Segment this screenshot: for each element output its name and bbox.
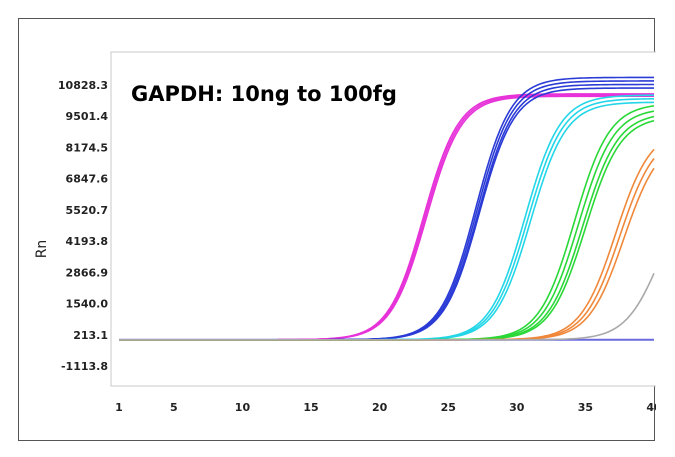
x-tick-labels: 1510152025303540	[115, 401, 656, 414]
x-tick-label: 1	[115, 401, 123, 414]
y-tick-labels: 10828.3 9501.4 8174.5 6847.6 5520.7 4193.8 286…	[58, 79, 108, 373]
y-tick-label: 213.1	[73, 329, 108, 342]
x-tick-label: 25	[441, 401, 456, 414]
chart-title: GAPDH: 10ng to 100fg	[131, 82, 397, 106]
y-tick-label: 4193.8	[66, 235, 108, 248]
x-tick-label: 20	[372, 401, 388, 414]
x-tick-label: 30	[509, 401, 525, 414]
y-axis-label: Rn	[34, 240, 50, 259]
chart-svg: 10828.3 9501.4 8174.5 6847.6 5520.7 4193.8 286…	[34, 51, 656, 414]
chart-frame: 10828.3 9501.4 8174.5 6847.6 5520.7 4193.8 286…	[18, 18, 656, 441]
y-tick-label: 6847.6	[66, 173, 109, 186]
y-tick-label: 1540.0	[66, 298, 109, 311]
x-tick-label: 15	[303, 401, 318, 414]
amplification-curves	[119, 76, 655, 341]
x-tick-label: 40	[646, 401, 656, 414]
y-tick-label: -1113.8	[61, 360, 108, 373]
y-tick-label: 5520.7	[66, 204, 108, 217]
x-tick-label: 5	[170, 401, 178, 414]
y-tick-label: 2866.9	[66, 266, 108, 279]
amplification-curve	[119, 272, 655, 341]
x-tick-label: 35	[578, 401, 593, 414]
y-tick-label: 9501.4	[66, 110, 109, 123]
y-tick-label: 8174.5	[66, 141, 108, 154]
x-tick-label: 10	[235, 401, 251, 414]
y-tick-label: 10828.3	[58, 79, 108, 92]
